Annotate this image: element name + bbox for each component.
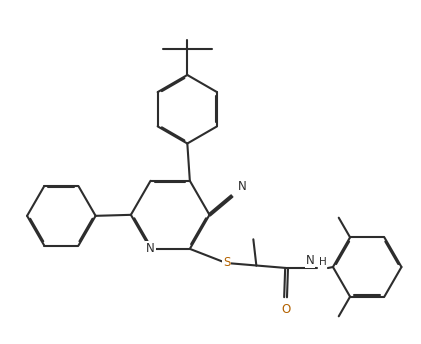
Text: N: N	[238, 180, 247, 193]
Text: S: S	[223, 257, 230, 269]
Text: N: N	[306, 254, 314, 267]
Text: H: H	[319, 257, 327, 267]
Text: N: N	[146, 243, 155, 255]
Text: O: O	[281, 303, 290, 316]
